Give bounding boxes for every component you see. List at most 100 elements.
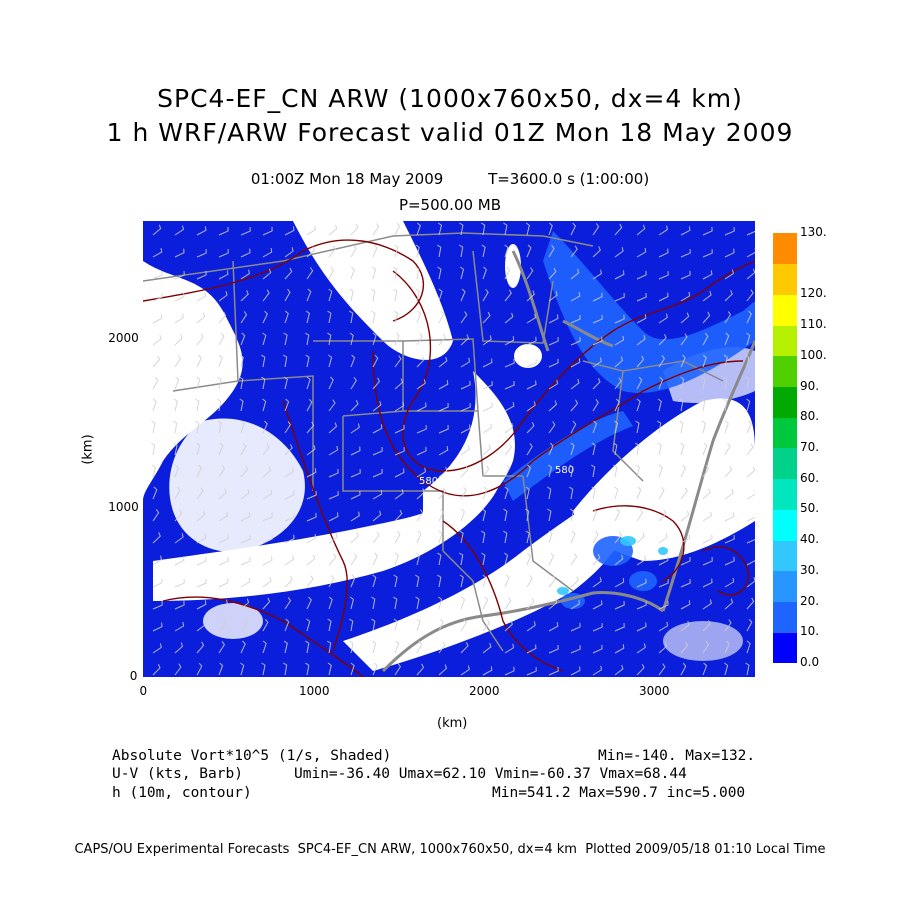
wind-barb-439 (570, 553, 578, 566)
wind-barb-166 (724, 332, 730, 346)
wind-field-name: U-V (kts, Barb) (112, 766, 243, 782)
wind-barb-17 (525, 222, 530, 236)
wind-barb-382 (547, 508, 552, 522)
vorticity-field-name: Absolute Vort*10^5 (1/s, Shaded) (112, 748, 392, 764)
wind-barb-76 (592, 269, 602, 280)
wind-barb-492 (504, 597, 512, 610)
wind-barb-14 (459, 222, 464, 236)
wind-barb-250 (723, 398, 728, 412)
wind-barb-98 (460, 288, 466, 302)
legend-label-7: 70. (800, 440, 820, 454)
wind-barb-312 (240, 465, 249, 478)
wind-barb-262 (372, 424, 383, 434)
wind-barb-280 (151, 442, 156, 456)
wind-barb-529 (702, 620, 711, 632)
wind-barb-372 (328, 512, 339, 522)
wind-barb-95 (393, 288, 398, 302)
wind-barb-430 (372, 552, 379, 566)
wind-barb-2 (196, 226, 207, 236)
wind-barb-140 (152, 334, 162, 346)
light-band-east (503, 411, 633, 501)
wind-barb-389 (702, 511, 712, 522)
wind-barb-543 (394, 640, 400, 654)
wind-barb-378 (460, 508, 465, 522)
wind-barb-181 (438, 356, 448, 368)
wind-barb-253 (173, 420, 178, 434)
wind-barb-445 (702, 557, 713, 566)
legend-bin-2 (773, 570, 797, 603)
wind-barb-205 (350, 377, 357, 390)
wind-barb-243 (570, 399, 579, 412)
wind-barb-308 (151, 464, 156, 478)
wind-barb-427 (306, 554, 316, 566)
wind-barb-387 (658, 509, 667, 522)
valid-time-line: 01:00Z Mon 18 May 2009 T=3600.0 s (1:00:… (0, 170, 900, 188)
wind-barb-216 (592, 378, 601, 390)
wind-barb-221 (701, 376, 706, 390)
wind-barb-376 (416, 509, 424, 522)
wind-barb-360 (680, 487, 688, 500)
wind-barb-107 (658, 292, 669, 302)
wind-barb-175 (305, 354, 310, 368)
wind-barb-271 (570, 420, 577, 434)
wind-barb-242 (548, 400, 558, 412)
legend-label-8: 80. (800, 409, 820, 424)
wind-barb-344 (328, 491, 339, 500)
wind-barb-26 (724, 227, 735, 236)
wind-barb-147 (305, 332, 310, 346)
wind-barb-203 (306, 376, 311, 390)
wind-barb-385 (614, 508, 621, 522)
wind-barb-536 (240, 640, 246, 654)
wind-barb-30 (196, 249, 207, 258)
wind-barb-112 (152, 314, 163, 324)
high-vorticity-areas (557, 536, 668, 595)
wind-barb-41 (437, 244, 442, 258)
wind-barb-176 (328, 354, 333, 368)
wind-barb-415 (658, 533, 668, 544)
wind-barb-189 (614, 356, 624, 368)
wind-barb-114 (196, 312, 206, 324)
wind-barb-324 (504, 464, 511, 478)
wind-barb-278 (724, 420, 729, 434)
wind-barb-363 (746, 490, 755, 500)
wind-barb-474 (724, 577, 735, 588)
wind-barb-353 (525, 486, 530, 500)
legend-bin-11 (773, 294, 797, 326)
wind-barb-89 (262, 289, 270, 302)
wind-barb-142 (196, 333, 204, 346)
wind-barb-381 (525, 508, 530, 522)
wind-barb-285 (262, 443, 270, 456)
wind-barb-358 (636, 486, 642, 500)
wind-barb-120 (327, 310, 332, 324)
wind-barb-192 (680, 354, 686, 368)
footer-credit: CAPS/OU Experimental Forecasts SPC4-EF_C… (74, 842, 826, 857)
wind-barb-162 (636, 334, 646, 346)
wind-barb-145 (262, 332, 267, 346)
wind-barb-23 (658, 225, 668, 236)
wind-barb-477 (174, 600, 185, 610)
wind-barb-82 (724, 269, 734, 280)
wind-barb-379 (481, 508, 487, 522)
wind-barb-469 (614, 578, 625, 588)
wind-barb-201 (261, 376, 266, 390)
wind-barb-33 (262, 248, 273, 258)
wind-barb-239 (482, 402, 493, 412)
wind-barb-524 (592, 623, 603, 632)
wind-barb-232 (328, 399, 336, 412)
wind-barb-234 (372, 400, 382, 412)
wind-barb-337 (174, 486, 181, 500)
wind-barb-146 (283, 332, 288, 346)
wind-barb-345 (350, 490, 361, 500)
wind-barb-43 (481, 244, 486, 258)
wind-barb-75 (570, 268, 580, 280)
wind-barb-153 (438, 333, 447, 346)
wind-barb-572 (416, 663, 425, 676)
light-blob-2 (629, 571, 657, 591)
wind-barb-454 (284, 576, 293, 588)
wind-barb-320 (416, 467, 427, 478)
contour-3 (372, 350, 534, 497)
wind-barb-245 (614, 398, 620, 412)
wind-barb-184 (504, 358, 515, 368)
wind-barb-411 (570, 530, 576, 544)
legend-bin-9 (773, 355, 797, 388)
